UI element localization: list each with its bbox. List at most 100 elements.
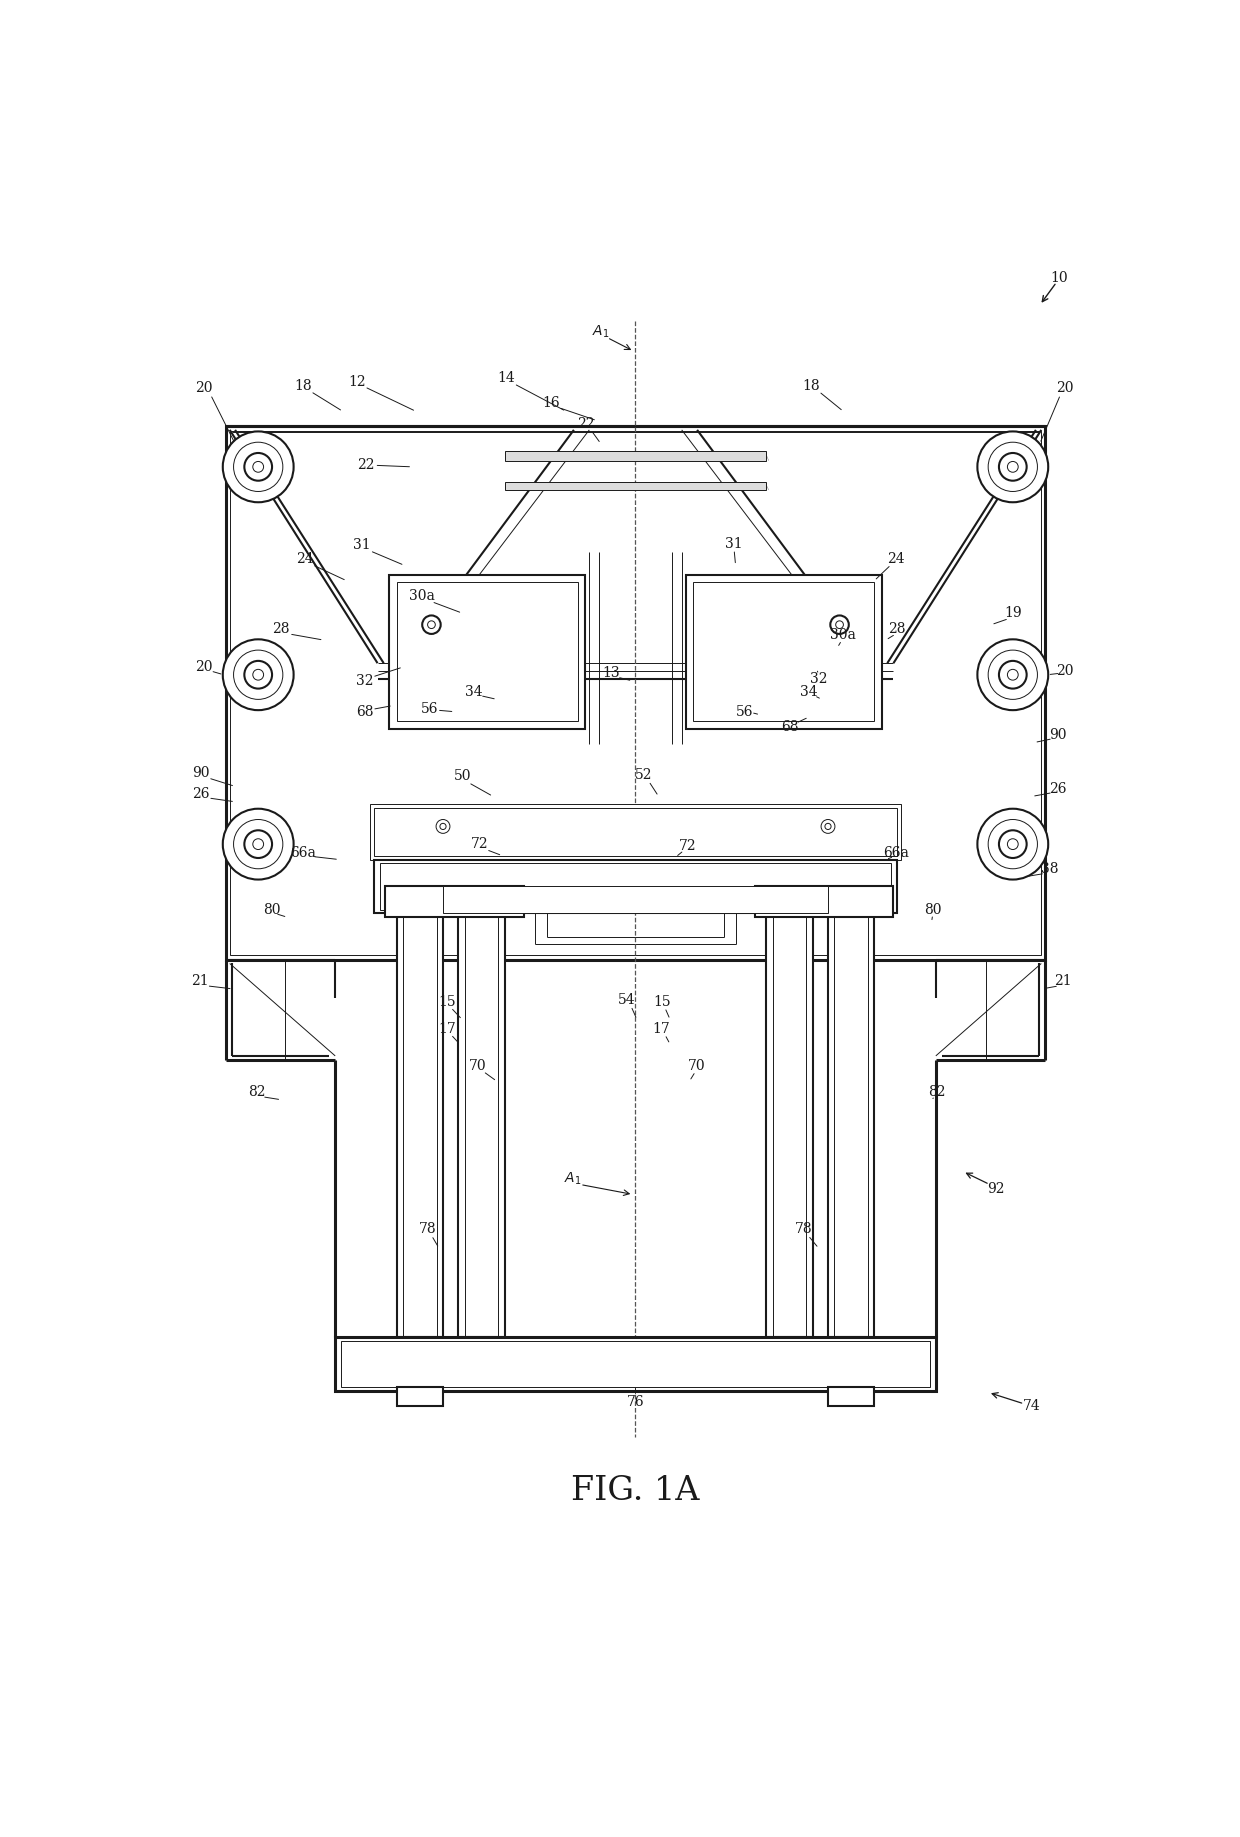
Bar: [373, 860, 898, 913]
Circle shape: [977, 432, 1048, 502]
Text: 34: 34: [465, 685, 482, 698]
Bar: [397, 1387, 443, 1407]
Text: 28: 28: [273, 621, 290, 636]
Text: 24: 24: [887, 553, 904, 566]
Text: 17: 17: [438, 1021, 456, 1036]
Text: 15: 15: [438, 996, 455, 1009]
Text: 80: 80: [263, 902, 280, 917]
Text: 78: 78: [795, 1222, 812, 1236]
Text: 12: 12: [348, 375, 366, 389]
Text: 22: 22: [357, 457, 374, 472]
Circle shape: [977, 808, 1048, 880]
Bar: [505, 452, 766, 461]
Bar: [686, 575, 882, 729]
Bar: [379, 863, 892, 909]
Bar: [835, 917, 868, 1337]
Bar: [766, 913, 812, 1337]
Circle shape: [253, 669, 264, 680]
Text: 68: 68: [356, 705, 373, 718]
Circle shape: [436, 819, 450, 834]
Circle shape: [253, 461, 264, 472]
Text: 13: 13: [603, 667, 620, 680]
Text: $A_1$: $A_1$: [564, 1170, 582, 1187]
Text: 30a: 30a: [831, 628, 857, 641]
Text: 70: 70: [688, 1058, 706, 1073]
Bar: [341, 1341, 930, 1387]
Text: 28: 28: [889, 621, 906, 636]
Bar: [397, 913, 443, 1337]
Circle shape: [825, 823, 831, 830]
Circle shape: [821, 819, 835, 834]
Text: 50: 50: [454, 770, 471, 783]
Text: 22: 22: [577, 417, 594, 432]
Text: 20: 20: [196, 659, 213, 674]
Text: 18: 18: [802, 378, 820, 393]
Text: 26: 26: [192, 786, 210, 801]
Bar: [370, 805, 901, 860]
Bar: [459, 913, 505, 1337]
Text: 56: 56: [420, 702, 438, 716]
Text: 72: 72: [471, 838, 489, 851]
Bar: [403, 917, 436, 1337]
Bar: [231, 430, 1040, 955]
Bar: [773, 917, 806, 1337]
Text: 78: 78: [419, 1222, 436, 1236]
Text: 20: 20: [1056, 382, 1074, 395]
Circle shape: [831, 615, 849, 634]
Text: FIG. 1A: FIG. 1A: [572, 1475, 699, 1506]
Bar: [505, 483, 766, 490]
Circle shape: [1007, 461, 1018, 472]
Text: 18: 18: [294, 378, 311, 393]
Text: 34: 34: [800, 685, 817, 698]
Text: 20: 20: [196, 382, 213, 395]
Text: 16: 16: [542, 397, 559, 410]
Circle shape: [253, 840, 264, 849]
Text: 30a: 30a: [408, 590, 434, 603]
Text: 90: 90: [1049, 727, 1066, 742]
Circle shape: [1007, 669, 1018, 680]
Bar: [443, 887, 828, 913]
Bar: [373, 808, 898, 856]
Bar: [693, 582, 874, 720]
Text: 80: 80: [924, 902, 941, 917]
Text: 76: 76: [626, 1396, 645, 1409]
Bar: [386, 887, 523, 917]
Circle shape: [977, 639, 1048, 711]
Circle shape: [836, 621, 843, 628]
Text: 92: 92: [987, 1181, 1004, 1196]
Circle shape: [223, 808, 294, 880]
Text: 66a: 66a: [290, 847, 316, 860]
Text: 38: 38: [1042, 862, 1059, 876]
Circle shape: [1007, 840, 1018, 849]
Text: 26: 26: [1049, 783, 1066, 795]
Text: $A_1$: $A_1$: [593, 323, 610, 340]
Circle shape: [428, 621, 435, 628]
Bar: [389, 575, 585, 729]
Bar: [828, 913, 874, 1337]
Text: 21: 21: [191, 974, 208, 988]
Text: 20: 20: [1056, 663, 1074, 678]
Text: 90: 90: [192, 766, 210, 781]
Text: 19: 19: [1004, 606, 1022, 621]
Text: 54: 54: [618, 992, 635, 1007]
Text: 70: 70: [469, 1058, 486, 1073]
Text: 32: 32: [356, 674, 373, 687]
Text: 14: 14: [497, 371, 515, 386]
Text: 52: 52: [635, 768, 652, 783]
Circle shape: [440, 823, 446, 830]
Circle shape: [223, 639, 294, 711]
Text: 17: 17: [652, 1021, 671, 1036]
Bar: [755, 887, 894, 917]
Bar: [335, 1337, 936, 1391]
Circle shape: [223, 432, 294, 502]
Text: 31: 31: [725, 536, 743, 551]
Text: 32: 32: [810, 672, 827, 685]
Bar: [828, 1387, 874, 1407]
Text: 24: 24: [295, 553, 314, 566]
Text: 66a: 66a: [883, 847, 909, 860]
Text: 56: 56: [737, 705, 754, 718]
Text: 15: 15: [653, 996, 671, 1009]
Text: 72: 72: [680, 840, 697, 852]
Text: 21: 21: [1054, 974, 1071, 988]
Bar: [226, 426, 1045, 959]
